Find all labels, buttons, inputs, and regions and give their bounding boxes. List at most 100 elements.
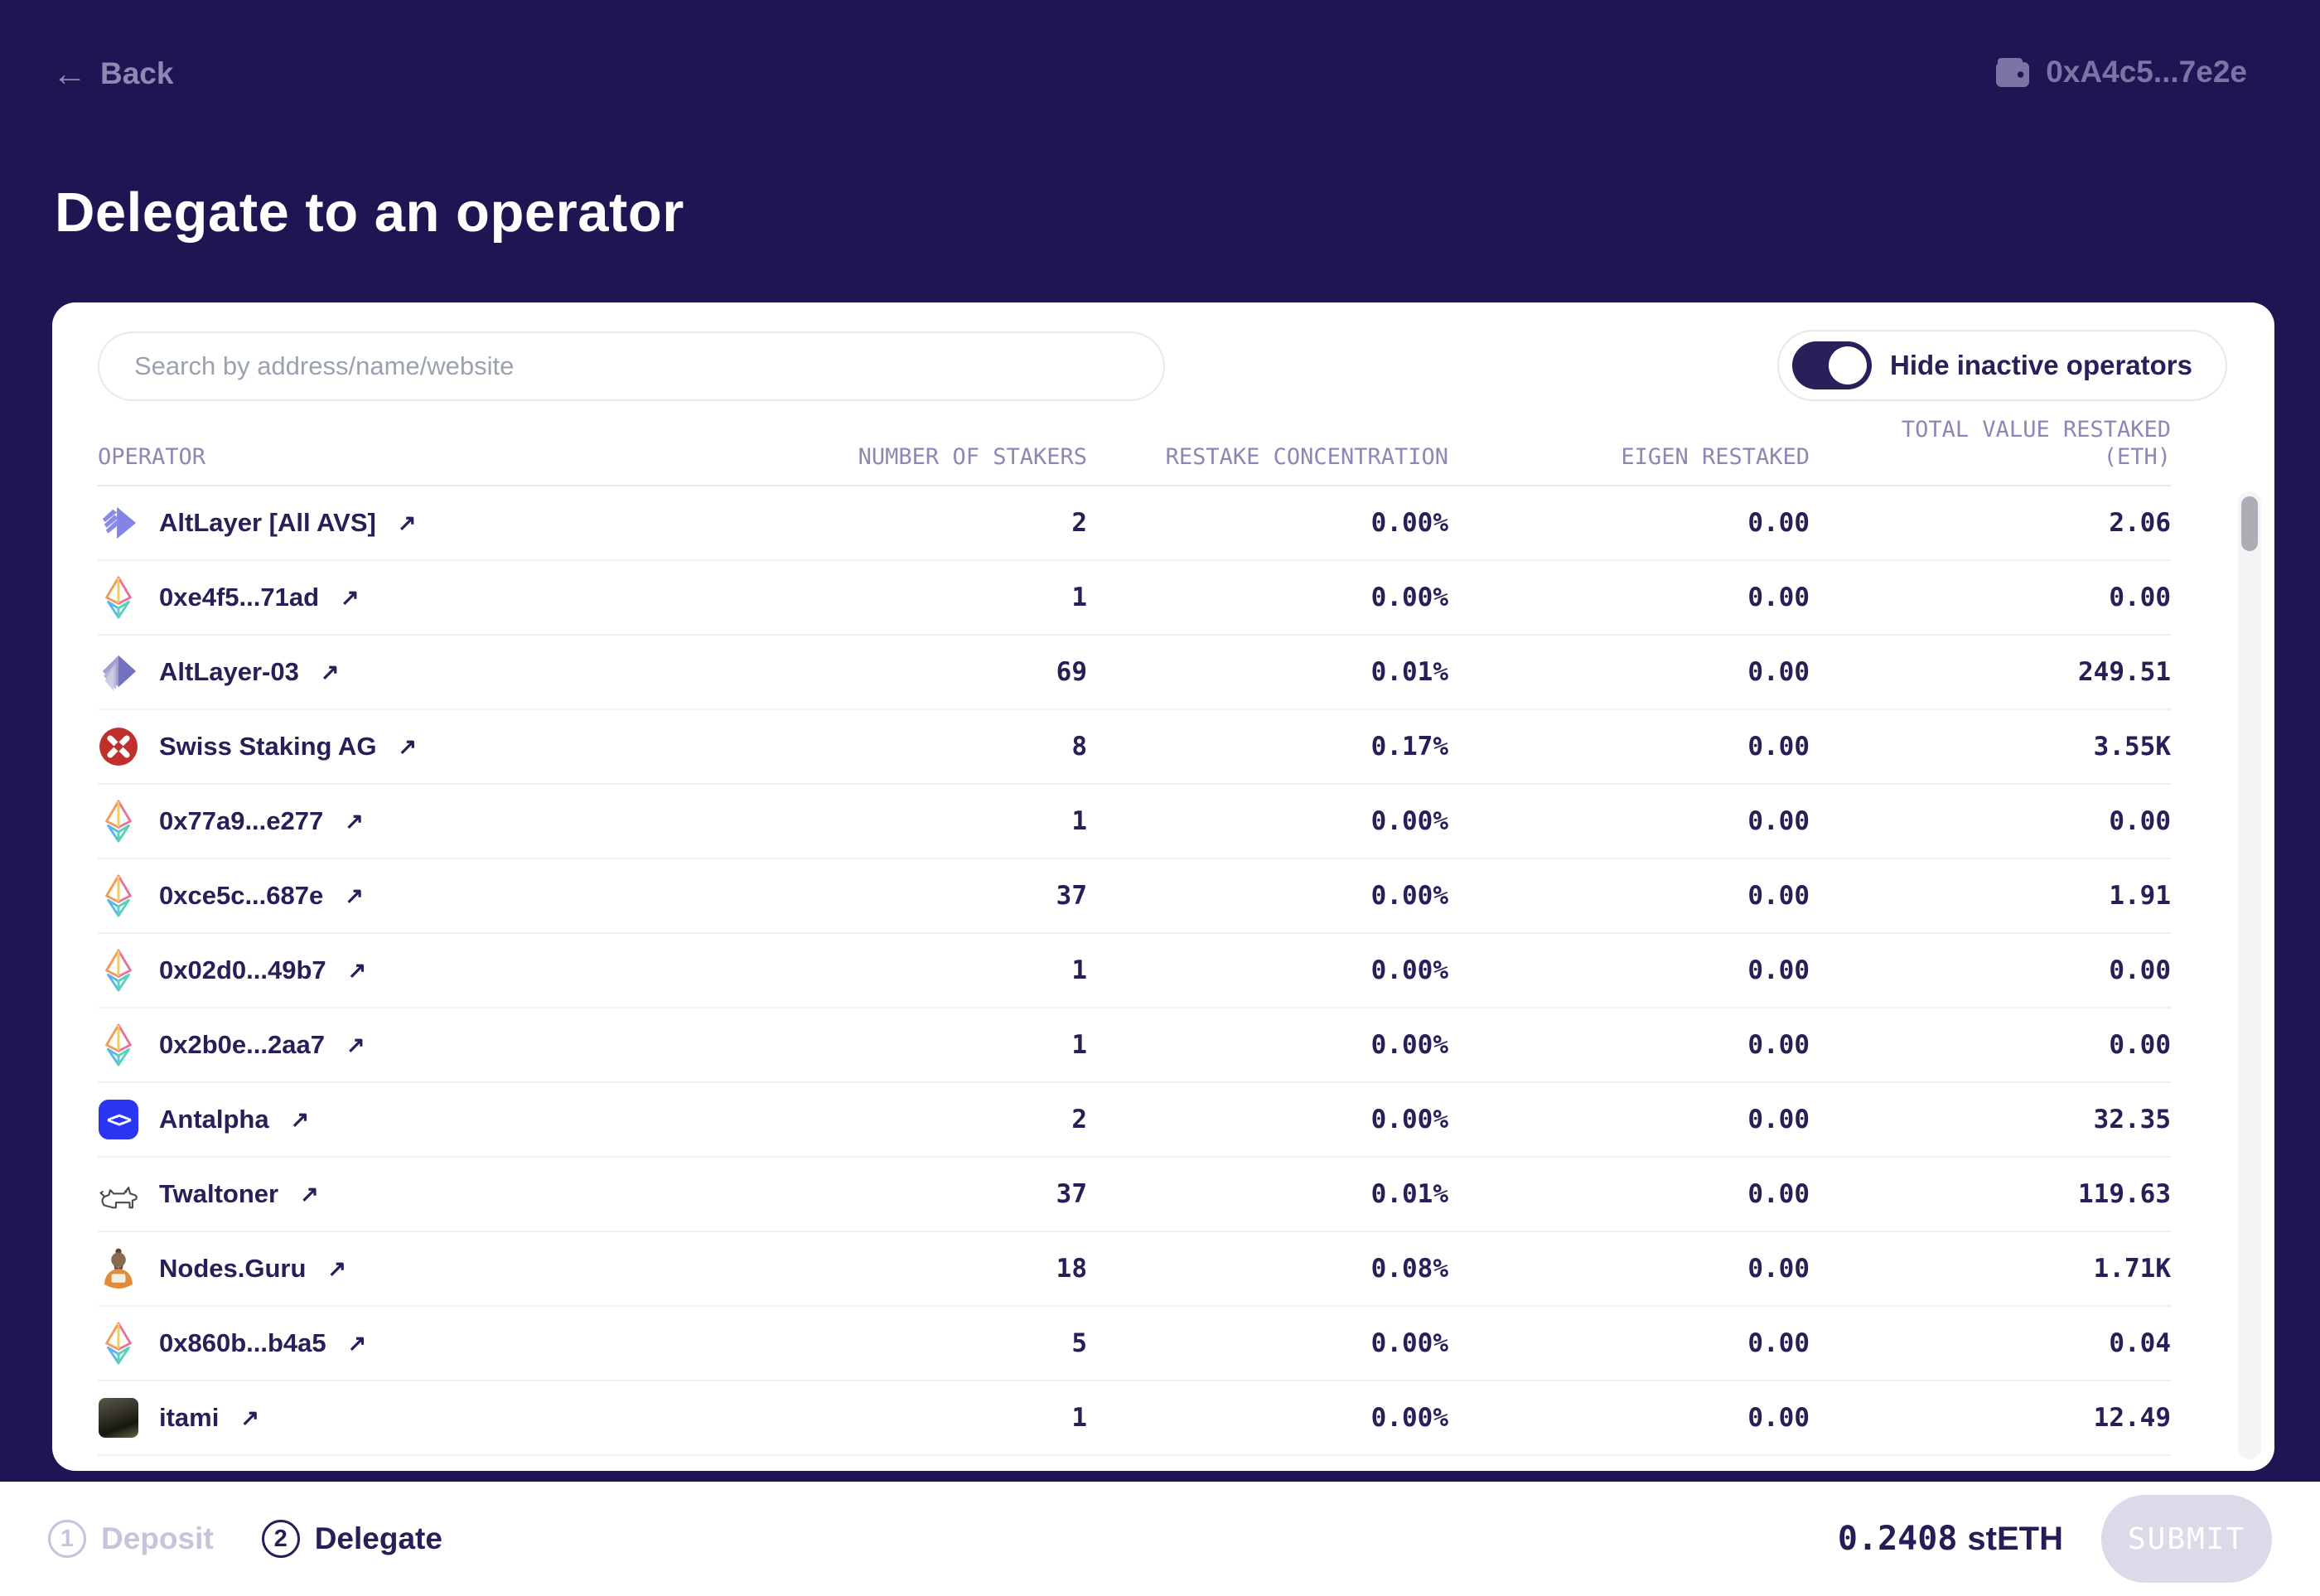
external-link-icon[interactable]: ↗ — [397, 510, 417, 535]
table-row[interactable]: 0xce5c...687e ↗ 37 0.00% 0.00 1.91 — [98, 859, 2171, 934]
table-row[interactable]: Swiss Staking AG ↗ 8 0.17% 0.00 3.55K — [98, 710, 2171, 785]
operator-name[interactable]: AltLayer [All AVS] — [159, 508, 376, 537]
cell-total-value-restaked: 0.00 — [2109, 583, 2171, 612]
column-header-concentration: RESTAKE CONCENTRATION — [1165, 444, 1448, 471]
operator-name[interactable]: 0x2b0e...2aa7 — [159, 1030, 325, 1059]
table-row[interactable]: Nodes.Guru ↗ 18 0.08% 0.00 1.71K — [98, 1232, 2171, 1307]
cell-eigen-restaked: 0.00 — [1747, 806, 1810, 836]
cell-restake-concentration: 0.00% — [1370, 881, 1448, 911]
cell-restake-concentration: 0.00% — [1370, 1403, 1448, 1433]
external-link-icon[interactable]: ↗ — [327, 1255, 347, 1281]
operator-name[interactable]: Swiss Staking AG — [159, 732, 377, 761]
operator-table-body: AltLayer [All AVS] ↗ 2 0.00% 0.00 2.06 0… — [98, 486, 2171, 1469]
cell-eigen-restaked: 0.00 — [1747, 1030, 1810, 1060]
operator-name[interactable]: itami — [159, 1403, 220, 1432]
column-header-total: TOTAL VALUE RESTAKED (ETH) — [1810, 416, 2171, 472]
step-deposit[interactable]: 1 Deposit — [48, 1520, 214, 1558]
external-link-icon[interactable]: ↗ — [341, 584, 360, 610]
cell-restake-concentration: 0.00% — [1370, 508, 1448, 538]
wallet-address-chip[interactable]: 0xA4c5...7e2e — [1994, 55, 2247, 89]
table-row[interactable]: Twaltoner ↗ 37 0.01% 0.00 119.63 — [98, 1158, 2171, 1232]
column-header-stakers: NUMBER OF STAKERS — [858, 444, 1087, 471]
cell-restake-concentration: 0.01% — [1370, 1179, 1448, 1209]
table-row[interactable]: 0x860b...b4a5 ↗ 5 0.00% 0.00 0.04 — [98, 1307, 2171, 1381]
operator-name[interactable]: 0x02d0...49b7 — [159, 955, 326, 984]
altlayer-stripes-icon — [98, 501, 139, 544]
table-row[interactable]: AltLayer-03 ↗ 69 0.01% 0.00 249.51 — [98, 636, 2171, 710]
external-link-icon[interactable]: ↗ — [290, 1106, 310, 1132]
wizard-steps: 1 Deposit 2 Delegate — [48, 1520, 442, 1558]
column-header-eigen: EIGEN RESTAKED — [1621, 444, 1810, 471]
hide-inactive-toggle[interactable]: Hide inactive operators — [1777, 330, 2227, 401]
cell-total-value-restaked: 0.04 — [2109, 1328, 2171, 1358]
scrollbar-thumb[interactable] — [2241, 496, 2258, 551]
cell-total-value-restaked: 3.55K — [2093, 732, 2171, 762]
cell-restake-concentration: 0.00% — [1370, 955, 1448, 985]
external-link-icon[interactable]: ↗ — [240, 1405, 259, 1430]
table-row[interactable]: 0x77a9...e277 ↗ 1 0.00% 0.00 0.00 — [98, 785, 2171, 859]
antalpha-code-icon: <> — [98, 1098, 139, 1141]
cell-eigen-restaked: 0.00 — [1747, 1105, 1810, 1134]
table-row[interactable]: <> Antalpha ↗ 2 0.00% 0.00 32.35 — [98, 1083, 2171, 1158]
table-row[interactable]: 0x02d0...49b7 ↗ 1 0.00% 0.00 0.00 — [98, 934, 2171, 1008]
cell-restake-concentration: 0.17% — [1370, 732, 1448, 762]
operator-selection-card: Hide inactive operators OPERATOR NUMBER … — [52, 302, 2274, 1471]
column-header-total-line2: (ETH) — [2103, 444, 2171, 471]
cell-number-of-stakers: 37 — [1056, 1179, 1087, 1209]
external-link-icon[interactable]: ↗ — [346, 1032, 365, 1057]
cell-restake-concentration: 0.00% — [1370, 806, 1448, 836]
external-link-icon[interactable]: ↗ — [347, 1330, 367, 1356]
eth-diamond-icon — [98, 1023, 139, 1066]
cell-total-value-restaked: 1.91 — [2109, 881, 2171, 911]
stake-amount: 0.2408 stETH — [1838, 1520, 2063, 1558]
swiss-staking-icon — [98, 725, 139, 768]
external-link-icon[interactable]: ↗ — [320, 659, 340, 684]
table-header-row: OPERATOR NUMBER OF STAKERS RESTAKE CONCE… — [98, 409, 2171, 486]
cell-eigen-restaked: 0.00 — [1747, 881, 1810, 911]
operator-name[interactable]: Antalpha — [159, 1105, 269, 1134]
operator-name[interactable]: Nodes.Guru — [159, 1254, 307, 1283]
eth-diamond-icon — [98, 874, 139, 917]
footer-bar: 1 Deposit 2 Delegate 0.2408 stETH SUBMIT — [0, 1482, 2320, 1596]
eth-diamond-icon — [98, 949, 139, 992]
step-1-circle: 1 — [48, 1520, 86, 1558]
back-label: Back — [100, 56, 174, 90]
step-2-circle: 2 — [261, 1520, 300, 1558]
cell-total-value-restaked: 2.06 — [2109, 508, 2171, 538]
cell-number-of-stakers: 5 — [1071, 1328, 1087, 1358]
cell-number-of-stakers: 1 — [1071, 955, 1087, 985]
external-link-icon[interactable]: ↗ — [398, 733, 418, 759]
altlayer-layers-icon — [98, 650, 139, 694]
step-delegate[interactable]: 2 Delegate — [261, 1520, 442, 1558]
gorilla-photo-icon — [98, 1396, 139, 1439]
operator-name[interactable]: 0xce5c...687e — [159, 881, 324, 910]
operator-name[interactable]: 0x77a9...e277 — [159, 806, 324, 835]
external-link-icon[interactable]: ↗ — [345, 883, 364, 908]
back-button[interactable]: ← Back — [52, 56, 173, 91]
table-row[interactable]: 0x2b0e...2aa7 ↗ 1 0.00% 0.00 0.00 — [98, 1008, 2171, 1083]
submit-button[interactable]: SUBMIT — [2101, 1495, 2272, 1583]
table-row[interactable]: AltLayer [All AVS] ↗ 2 0.00% 0.00 2.06 — [98, 486, 2171, 561]
cell-number-of-stakers: 18 — [1056, 1254, 1087, 1284]
cell-eigen-restaked: 0.00 — [1747, 508, 1810, 538]
scrollbar-track[interactable] — [2238, 491, 2261, 1459]
operator-name[interactable]: Twaltoner — [159, 1179, 279, 1208]
operator-name[interactable]: 0xe4f5...71ad — [159, 583, 320, 612]
toggle-switch-icon[interactable] — [1792, 341, 1873, 389]
operator-name[interactable]: 0x860b...b4a5 — [159, 1328, 326, 1357]
table-row[interactable]: 0xe4f5...71ad ↗ 1 0.00% 0.00 0.00 — [98, 561, 2171, 636]
operator-name[interactable]: AltLayer-03 — [159, 657, 299, 686]
external-link-icon[interactable]: ↗ — [347, 957, 367, 983]
cell-eigen-restaked: 0.00 — [1747, 955, 1810, 985]
column-header-operator: OPERATOR — [98, 444, 206, 471]
external-link-icon[interactable]: ↗ — [300, 1181, 319, 1207]
stake-amount-unit: stETH — [1967, 1521, 2063, 1557]
toggle-knob — [1829, 346, 1868, 384]
stake-amount-value: 0.2408 — [1837, 1520, 1958, 1558]
cell-eigen-restaked: 0.00 — [1747, 1254, 1810, 1284]
cell-total-value-restaked: 119.63 — [2078, 1179, 2171, 1209]
search-input[interactable] — [98, 331, 1165, 401]
table-row[interactable]: itami ↗ 1 0.00% 0.00 12.49 — [98, 1381, 2171, 1456]
external-link-icon[interactable]: ↗ — [345, 808, 364, 834]
cell-number-of-stakers: 37 — [1056, 881, 1087, 911]
